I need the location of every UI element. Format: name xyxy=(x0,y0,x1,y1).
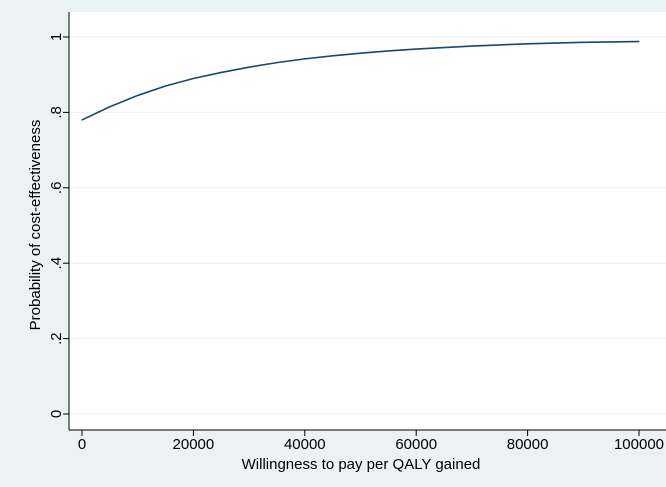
x-tick-label-3: 60000 xyxy=(395,436,437,453)
data-point-0-5 xyxy=(220,71,222,74)
data-point-0-6 xyxy=(248,66,250,68)
gridlines xyxy=(69,36,666,415)
x-tick-label-1: 20000 xyxy=(173,436,215,453)
y-axis-label: Probability of cost-effectiveness xyxy=(27,120,44,331)
y-axis-ticks: 0 .2 .4 .6 .8 1 xyxy=(48,33,69,418)
data-point-0-4 xyxy=(192,77,194,80)
data-point-0-11 xyxy=(387,50,389,52)
data-point-0-15 xyxy=(499,44,501,46)
data-point-0-16 xyxy=(527,43,529,45)
data-point-0-10 xyxy=(359,52,362,54)
x-tick-label-5: 100000 xyxy=(614,436,664,453)
data-point-0-9 xyxy=(332,55,334,57)
data-point-0-18 xyxy=(582,41,584,43)
x-tick-label-4: 80000 xyxy=(507,436,549,453)
data-point-0-2 xyxy=(137,94,139,97)
data-point-0-1 xyxy=(109,106,111,108)
data-point-0-17 xyxy=(554,42,557,44)
y-tick-label-4: .8 xyxy=(48,106,65,119)
data-point-0-13 xyxy=(443,46,445,49)
data-point-0-20 xyxy=(638,40,640,43)
x-axis-ticks: 0 20000 40000 60000 80000 100000 xyxy=(78,430,664,453)
y-tick-label-5: 1 xyxy=(48,33,65,41)
data-point-0-14 xyxy=(471,45,473,47)
y-tick-label-3: .6 xyxy=(48,182,65,195)
y-tick-label-1: .2 xyxy=(48,332,65,345)
data-point-0-12 xyxy=(415,48,417,50)
y-tick-label-0: 0 xyxy=(48,410,65,418)
plot-area xyxy=(69,12,666,430)
data-point-0-19 xyxy=(610,41,612,43)
x-tick-label-2: 40000 xyxy=(284,436,326,453)
data-point-0-0 xyxy=(81,119,83,121)
y-tick-label-2: .4 xyxy=(48,257,65,270)
series-group xyxy=(81,40,640,121)
x-axis-label: Willingness to pay per QALY gained xyxy=(242,456,481,473)
data-point-0-3 xyxy=(164,85,167,87)
data-point-0-7 xyxy=(276,62,278,64)
x-tick-label-0: 0 xyxy=(78,436,86,453)
data-point-0-8 xyxy=(304,58,306,60)
